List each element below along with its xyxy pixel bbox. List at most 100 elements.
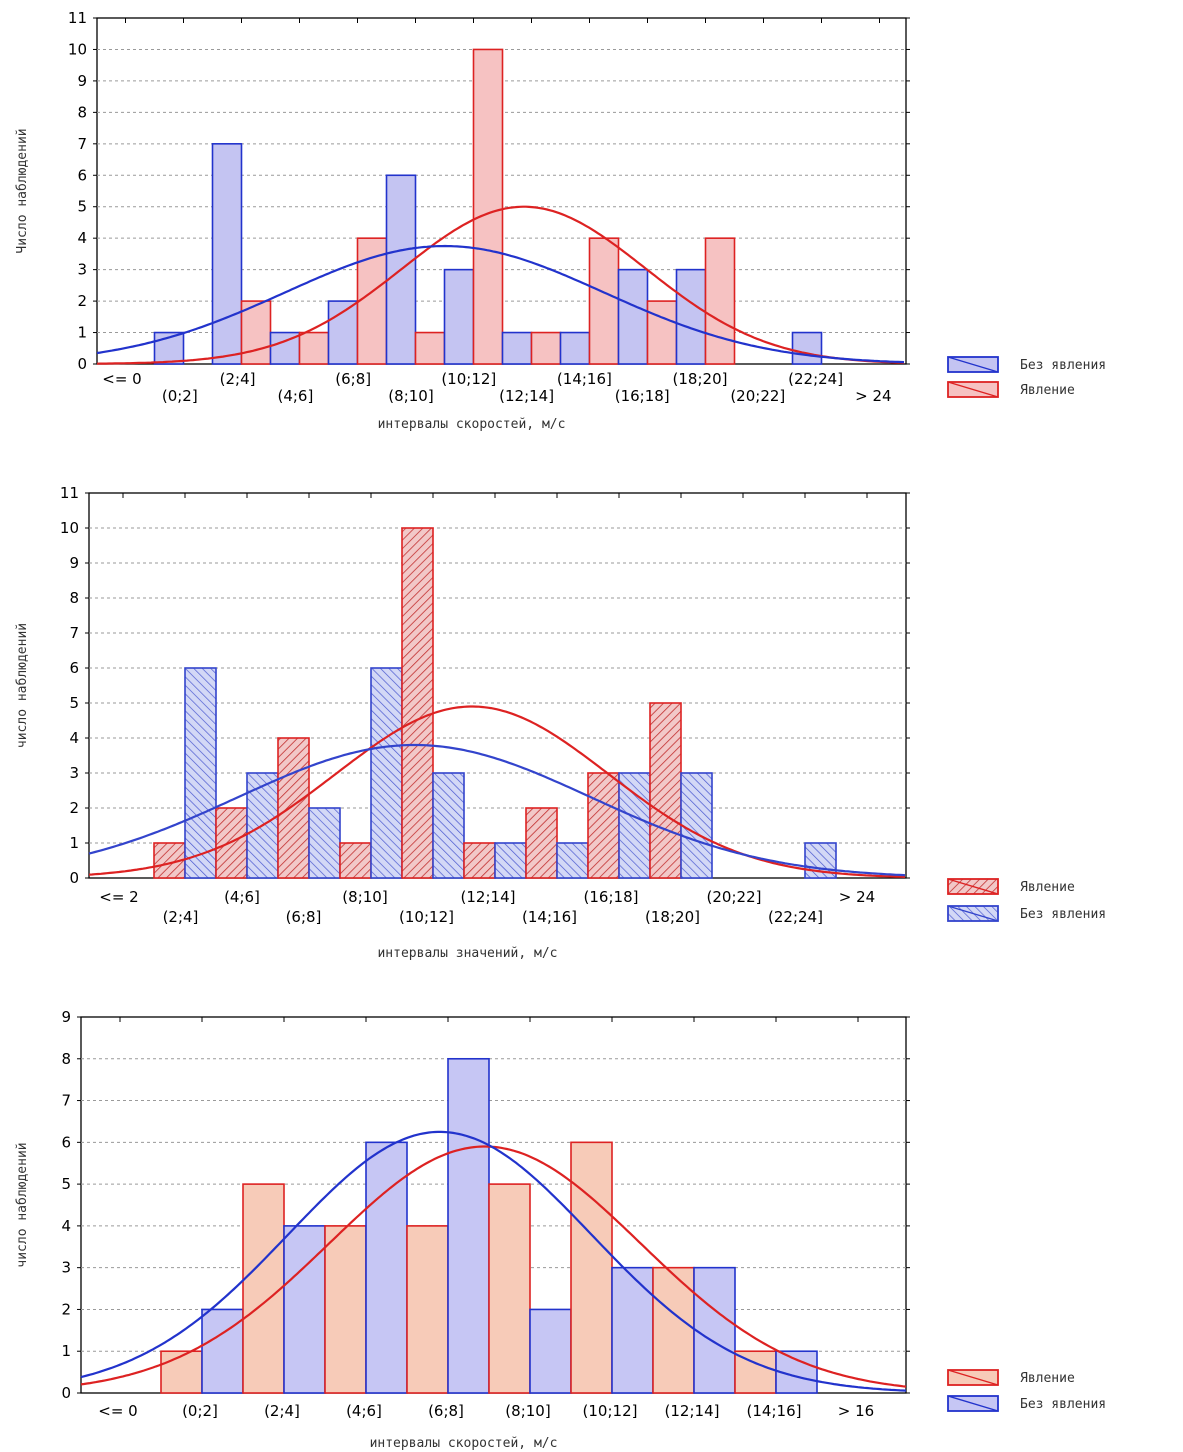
y-tick-label: 0 [69, 869, 79, 887]
x-tick-label: > 16 [838, 1402, 874, 1420]
y-tick-label: 8 [77, 103, 87, 121]
chart-2: 0 1 2 3 4 5 6 7 8 9 10 11 <= 2 (2;4] (4;6] (6;8] (8;10] (… [15, 484, 1106, 961]
y-tick-label: 9 [77, 72, 87, 90]
bar-series-a [339, 842, 372, 879]
x-tick-label: > 24 [855, 387, 891, 405]
bar-series-b [494, 842, 527, 879]
x-tick-label: (16;18] [615, 387, 670, 405]
legend-swatch-line [947, 1369, 999, 1386]
x-tick-label: (14;16] [747, 1402, 802, 1420]
bar-series-b [529, 1308, 572, 1394]
y-tick-label: 2 [69, 799, 79, 817]
bar-series-b [611, 1266, 654, 1394]
chart-1: 0 1 2 3 4 5 6 7 8 9 10 11 <= 0 (0;2] (2;4] (4;6] (6;8] (8… [15, 9, 1106, 432]
y-axis-title: Число наблюдений [15, 128, 30, 253]
y-tick-label: 3 [77, 261, 87, 279]
y-tick-label: 1 [69, 834, 79, 852]
y-tick-label: 6 [77, 166, 87, 184]
legend-swatch-line [947, 878, 999, 895]
legend-swatch-line [947, 1395, 999, 1412]
bar-series-b [704, 237, 736, 365]
legend-label: Без явления [1020, 358, 1106, 373]
bar-series-a [649, 702, 682, 879]
y-tick-label: 7 [77, 135, 87, 153]
x-tick-label: (18;20] [645, 908, 700, 926]
x-tick-label: (2;4] [163, 908, 199, 926]
bar-series-a [570, 1141, 613, 1394]
legend-label: Явление [1020, 880, 1075, 895]
fit-curve [88, 743, 906, 877]
y-tick-label: 7 [69, 624, 79, 642]
bar-series-a [559, 331, 591, 365]
legend-swatch-line [947, 381, 999, 398]
bar-series-a [324, 1225, 367, 1394]
x-tick-label: (2;4] [264, 1402, 300, 1420]
y-tick-label: 5 [61, 1175, 71, 1193]
bar-series-b [775, 1350, 818, 1394]
bar-series-a [160, 1350, 203, 1394]
x-tick-label: (6;8] [428, 1402, 464, 1420]
y-tick-label: 7 [61, 1092, 71, 1110]
y-tick-label: 1 [77, 324, 87, 342]
y-tick-label: 3 [69, 764, 79, 782]
x-tick-label: (0;2] [162, 387, 198, 405]
bar-series-b [447, 1057, 490, 1394]
x-axis-title: интервалы скоростей, м/с [370, 1436, 558, 1451]
x-tick-label: (8;10] [505, 1402, 550, 1420]
y-tick-label: 11 [60, 484, 79, 502]
bar-series-a [277, 737, 310, 879]
bar-series-b [588, 237, 620, 365]
x-tick-label: (8;10] [342, 888, 387, 906]
x-tick-label: (14;16] [557, 370, 612, 388]
bar-series-b [530, 331, 562, 365]
fit-curve [88, 705, 906, 878]
bar-series-b [556, 842, 589, 879]
bar-series-a [443, 268, 475, 365]
y-tick-label: 11 [68, 9, 87, 27]
bar-series-b [432, 772, 465, 879]
y-tick-label: 10 [60, 519, 79, 537]
x-tick-label: (6;8] [335, 370, 371, 388]
fit-curve [96, 244, 905, 364]
x-tick-label: (2;4] [220, 370, 256, 388]
bar-series-b [646, 300, 678, 365]
bar-series-a [652, 1266, 695, 1394]
x-axis-title: интервалы скоростей, м/с [378, 417, 566, 432]
chart-3: 0 1 2 3 4 5 6 7 8 9 <= 0 (0;2] (2;4] (4;6] (6;8] (8;10]… [15, 1008, 1106, 1451]
y-tick-label: 8 [61, 1050, 71, 1068]
x-tick-label: (12;14] [665, 1402, 720, 1420]
x-tick-label: (20;22] [730, 387, 785, 405]
legend-label: Явление [1020, 383, 1075, 398]
bar-series-a [501, 331, 533, 365]
bar-series-a [587, 772, 620, 879]
x-tick-label: (4;6] [346, 1402, 382, 1420]
bar-series-b [308, 807, 341, 879]
bar-series-b [298, 331, 330, 365]
bar-series-b [693, 1266, 736, 1394]
y-tick-label: 5 [69, 694, 79, 712]
y-tick-label: 6 [61, 1133, 71, 1151]
bar-series-a [675, 268, 707, 365]
bar-series-a [242, 1183, 285, 1394]
x-axis-title: интервалы значений, м/с [377, 946, 557, 961]
legend-swatch-line [947, 356, 999, 373]
bar-series-b [618, 772, 651, 879]
bar-series-b [472, 48, 504, 365]
bar-series-b [356, 237, 388, 365]
legend-swatch-line [947, 905, 999, 922]
bar-series-b [680, 772, 713, 879]
bar-series-a [488, 1183, 531, 1394]
x-tick-label: (10;12] [583, 1402, 638, 1420]
y-tick-label: 5 [77, 198, 87, 216]
legend-label: Без явления [1020, 907, 1106, 922]
bar-series-a [463, 842, 496, 879]
x-tick-label: (12;14] [461, 888, 516, 906]
bar-series-a [401, 527, 434, 879]
y-tick-label: 3 [61, 1259, 71, 1277]
y-tick-label: 0 [77, 355, 87, 373]
bar-series-a [211, 143, 243, 365]
x-tick-label: (4;6] [277, 387, 313, 405]
legend-label: Явление [1020, 1371, 1075, 1386]
y-axis-title: число наблюдений [15, 623, 30, 748]
bar-series-b [414, 331, 446, 365]
